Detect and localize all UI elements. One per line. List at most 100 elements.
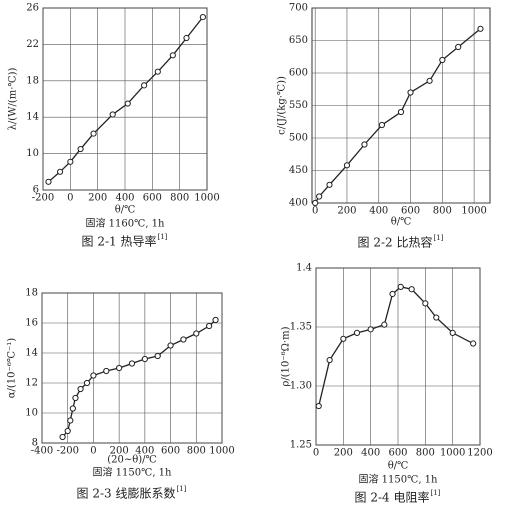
data-point bbox=[378, 121, 386, 129]
y-tick-label: 6 bbox=[33, 185, 39, 196]
y-tick-label: 10 bbox=[25, 408, 38, 419]
caption: 图 2-2 比热容 bbox=[358, 235, 433, 250]
data-point bbox=[343, 162, 351, 169]
caption: 图 2-4 电阻率 bbox=[355, 490, 430, 505]
x-tick-label: -200 bbox=[56, 446, 78, 457]
data-point bbox=[426, 77, 433, 84]
data-point bbox=[83, 379, 91, 387]
x-tick-label: 400 bbox=[361, 448, 380, 459]
y-axis-label: ρ/(10⁻⁶Ω·m) bbox=[281, 326, 292, 386]
y-tick-label: 1.35 bbox=[290, 322, 312, 333]
x-tick-label: 800 bbox=[433, 206, 452, 217]
y-tick-label: 700 bbox=[289, 3, 308, 14]
data-point bbox=[449, 329, 456, 336]
x-tick-label: 1000 bbox=[461, 206, 486, 217]
y-tick-label: 18 bbox=[26, 75, 39, 86]
data-point bbox=[361, 141, 368, 148]
data-point bbox=[169, 52, 176, 59]
data-point bbox=[433, 314, 440, 321]
data-point bbox=[128, 360, 136, 367]
y-axis-label: c/(J/(kg·℃)) bbox=[277, 76, 288, 135]
data-point bbox=[154, 352, 161, 360]
x-tick-label: 600 bbox=[401, 206, 420, 217]
data-point bbox=[312, 199, 319, 207]
y-tick-label: 12 bbox=[25, 378, 38, 389]
data-point bbox=[56, 168, 64, 175]
data-point bbox=[167, 342, 174, 349]
data-point bbox=[103, 367, 110, 375]
data-point bbox=[397, 108, 405, 116]
y-tick-label: 10 bbox=[26, 148, 39, 159]
x-tick-label: 0 bbox=[313, 448, 319, 459]
data-line bbox=[314, 28, 481, 204]
data-point bbox=[316, 193, 323, 200]
data-point bbox=[326, 181, 333, 188]
data-point bbox=[116, 364, 123, 372]
data-point bbox=[381, 321, 388, 328]
x-tick-label: 200 bbox=[334, 448, 353, 459]
data-point bbox=[407, 89, 414, 96]
y-tick-label: 16 bbox=[25, 318, 38, 329]
x-tick-label: 200 bbox=[337, 206, 356, 217]
y-tick-label: 14 bbox=[25, 348, 38, 359]
data-point bbox=[397, 283, 404, 290]
data-point bbox=[90, 130, 97, 137]
x-tick-label: 200 bbox=[110, 446, 129, 457]
data-point bbox=[389, 290, 396, 298]
y-tick-label: 1.30 bbox=[290, 381, 312, 392]
data-point bbox=[109, 111, 116, 118]
data-point bbox=[422, 300, 429, 307]
x-tick-label: 600 bbox=[388, 448, 407, 459]
x-tick-label: 200 bbox=[88, 193, 107, 204]
x-tick-label: 600 bbox=[143, 193, 162, 204]
x-axis-label: θ/℃ bbox=[391, 217, 412, 228]
x-tick-label: 800 bbox=[170, 193, 189, 204]
y-tick-label: 14 bbox=[26, 112, 39, 123]
x-axis-label: θ/℃ bbox=[115, 205, 136, 216]
data-point bbox=[67, 158, 74, 165]
x-tick-label: 0 bbox=[90, 446, 96, 457]
caption-ref: [1] bbox=[176, 485, 186, 493]
y-tick-label: 26 bbox=[26, 3, 39, 14]
x-tick-label: 400 bbox=[135, 446, 154, 457]
x-tick-label: 1000 bbox=[440, 448, 465, 459]
x-tick-label: 1200 bbox=[467, 448, 492, 459]
caption-ref: [1] bbox=[430, 489, 440, 497]
data-point bbox=[69, 405, 76, 412]
x-tick-label: 1000 bbox=[209, 446, 234, 457]
y-tick-label: 18 bbox=[25, 288, 38, 299]
x-tick-label: 400 bbox=[115, 193, 134, 204]
x-tick-label: 0 bbox=[312, 206, 318, 217]
data-point bbox=[477, 25, 484, 32]
data-point bbox=[72, 394, 79, 402]
x-tick-label: 0 bbox=[67, 193, 73, 204]
data-point bbox=[340, 335, 347, 342]
data-point bbox=[193, 330, 200, 337]
data-point bbox=[90, 372, 97, 379]
data-point bbox=[315, 402, 322, 410]
x-tick-label: -200 bbox=[32, 193, 54, 204]
data-point bbox=[124, 100, 131, 107]
data-point bbox=[439, 56, 446, 64]
data-point bbox=[367, 326, 374, 333]
note: 固溶 1160℃, 1h bbox=[86, 217, 166, 230]
x-tick-label: 800 bbox=[187, 446, 206, 457]
data-point bbox=[45, 178, 52, 185]
note: 固溶 1150℃, 1h bbox=[359, 473, 439, 486]
data-point bbox=[212, 316, 219, 324]
caption: 图 2-1 热导率 bbox=[82, 234, 157, 249]
x-tick-label: 400 bbox=[369, 206, 388, 217]
data-line bbox=[318, 286, 474, 407]
data-point bbox=[353, 329, 361, 336]
data-point bbox=[470, 340, 477, 347]
data-point bbox=[180, 336, 187, 343]
y-tick-label: 500 bbox=[289, 133, 308, 144]
data-point bbox=[64, 427, 71, 435]
data-line bbox=[62, 319, 217, 438]
data-point bbox=[154, 68, 161, 75]
caption: 图 2-3 线膨胀系数 bbox=[77, 486, 176, 501]
y-tick-label: 600 bbox=[289, 68, 308, 79]
y-tick-label: 550 bbox=[289, 100, 308, 111]
y-tick-label: 1.4 bbox=[296, 263, 312, 274]
